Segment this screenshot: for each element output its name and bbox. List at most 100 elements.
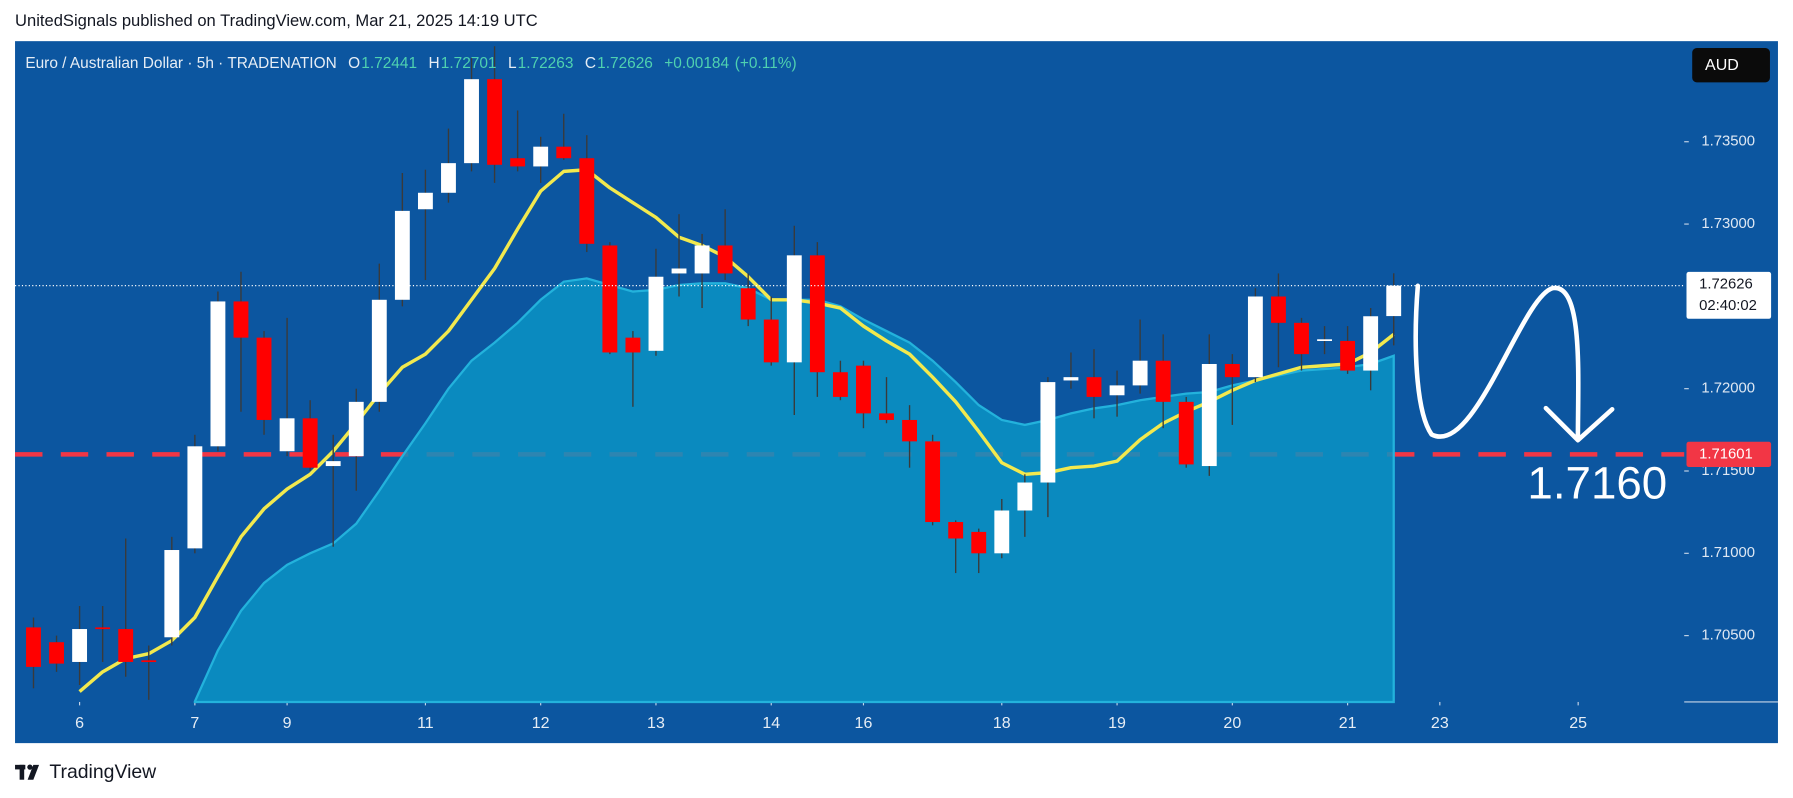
logo-part: [27, 764, 40, 780]
candle-body: [510, 158, 526, 167]
candle-body: [348, 401, 364, 457]
candle-body: [1017, 482, 1033, 511]
logo-part: [19, 764, 25, 780]
candle-body: [971, 531, 987, 554]
candle-body: [95, 627, 111, 630]
candle-body: [1224, 363, 1240, 378]
candle-body: [602, 245, 618, 353]
candle-body: [948, 522, 964, 539]
ohlc-value: 1.72263: [518, 55, 574, 72]
x-tick-label: 20: [1223, 715, 1241, 732]
x-tick-label: 25: [1569, 715, 1587, 732]
candle-body: [371, 299, 387, 402]
y-tick-label: 1.70500: [1701, 628, 1755, 644]
ohlc-value: 1.72441: [361, 55, 417, 72]
candle-body: [763, 319, 779, 363]
currency-label: AUD: [1705, 57, 1739, 74]
last-price-tag: [1686, 271, 1772, 319]
candle-body: [1201, 363, 1217, 467]
candle-body: [417, 192, 433, 210]
ohlc-value: 1.72701: [441, 55, 497, 72]
candle-body: [1178, 401, 1194, 465]
candle-body: [671, 268, 687, 274]
candle-body: [72, 629, 88, 662]
x-tick-label: 6: [75, 715, 84, 732]
x-tick-label: 18: [993, 715, 1011, 732]
plot-layer: 1.705001.710001.715001.720001.730001.735…: [15, 46, 1755, 732]
x-tick-label: 13: [647, 715, 665, 732]
candle-body: [1132, 360, 1148, 386]
candle-body: [786, 255, 802, 363]
ohlc-key: L: [508, 55, 517, 72]
level-tag: [1686, 441, 1772, 467]
candle-body: [809, 255, 825, 373]
candle-body: [464, 79, 479, 164]
ohlc-key: H: [428, 55, 439, 72]
candle-body: [648, 276, 664, 351]
candle-body: [487, 79, 503, 165]
ohlc-key: O: [348, 55, 360, 72]
candle-body: [902, 419, 917, 442]
candle-body: [740, 288, 756, 320]
candle-body: [925, 441, 941, 523]
candle-body: [694, 245, 710, 274]
x-tick-label: 7: [190, 715, 199, 732]
candle-body: [279, 418, 295, 452]
candle-body: [1247, 296, 1263, 378]
ohlc-key: C: [585, 55, 596, 72]
candle-body: [1386, 285, 1402, 317]
publish-header: UnitedSignals published on TradingView.c…: [15, 11, 538, 30]
candle-body: [394, 210, 410, 300]
candle-body: [1040, 382, 1056, 483]
x-tick-label: 21: [1339, 715, 1357, 732]
currency-box[interactable]: [1692, 48, 1770, 83]
candle-body: [256, 337, 272, 420]
candle-body: [164, 550, 180, 638]
y-tick-label: 1.71000: [1701, 545, 1755, 561]
candle-body: [1155, 360, 1171, 402]
y-tick-label: 1.73500: [1701, 134, 1755, 150]
last-price-label: 1.72626: [1699, 276, 1753, 292]
annotation: 1.7160: [1527, 457, 1667, 508]
candle-body: [994, 510, 1010, 554]
candle-body: [1340, 340, 1356, 371]
candle-body: [325, 461, 341, 467]
x-tick-label: 9: [283, 715, 292, 732]
logo-part: [27, 764, 33, 770]
candle-body: [26, 627, 41, 667]
candle-body: [556, 146, 572, 159]
candle-body: [879, 413, 894, 420]
y-tick-label: 1.72000: [1701, 381, 1755, 397]
candle-body: [302, 418, 318, 468]
ohlc-value: 1.72626: [597, 55, 653, 72]
logo: [15, 764, 40, 780]
candle-body: [832, 372, 848, 397]
candle-body: [579, 158, 595, 244]
candle-body: [533, 146, 549, 167]
x-tick-label: 12: [532, 715, 550, 732]
candle-body: [1063, 377, 1079, 381]
x-tick-label: 16: [855, 715, 873, 732]
level-label: 1.71601: [1699, 446, 1753, 462]
candle-body: [187, 446, 203, 549]
y-tick-label: 1.73000: [1701, 216, 1755, 232]
x-tick-label: 19: [1108, 715, 1126, 732]
candle-body: [856, 365, 871, 414]
symbol-legend: Euro / Australian Dollar · 5h · TRADENAT…: [25, 55, 796, 72]
candle-body: [1294, 322, 1309, 355]
candle-body: [233, 301, 249, 338]
candle-body: [210, 301, 226, 447]
ma-line: [78, 168, 1395, 693]
candle-body: [141, 660, 157, 663]
candle-body: [1271, 296, 1286, 323]
candle-body: [1363, 316, 1379, 371]
x-tick-label: 23: [1431, 715, 1449, 732]
footer-brand: TradingView: [49, 761, 157, 783]
change: +0.00184: [664, 55, 729, 72]
candle-body: [441, 163, 456, 193]
candle-body: [1317, 339, 1332, 342]
candle-body: [717, 245, 733, 274]
x-tick-label: 11: [417, 715, 434, 732]
